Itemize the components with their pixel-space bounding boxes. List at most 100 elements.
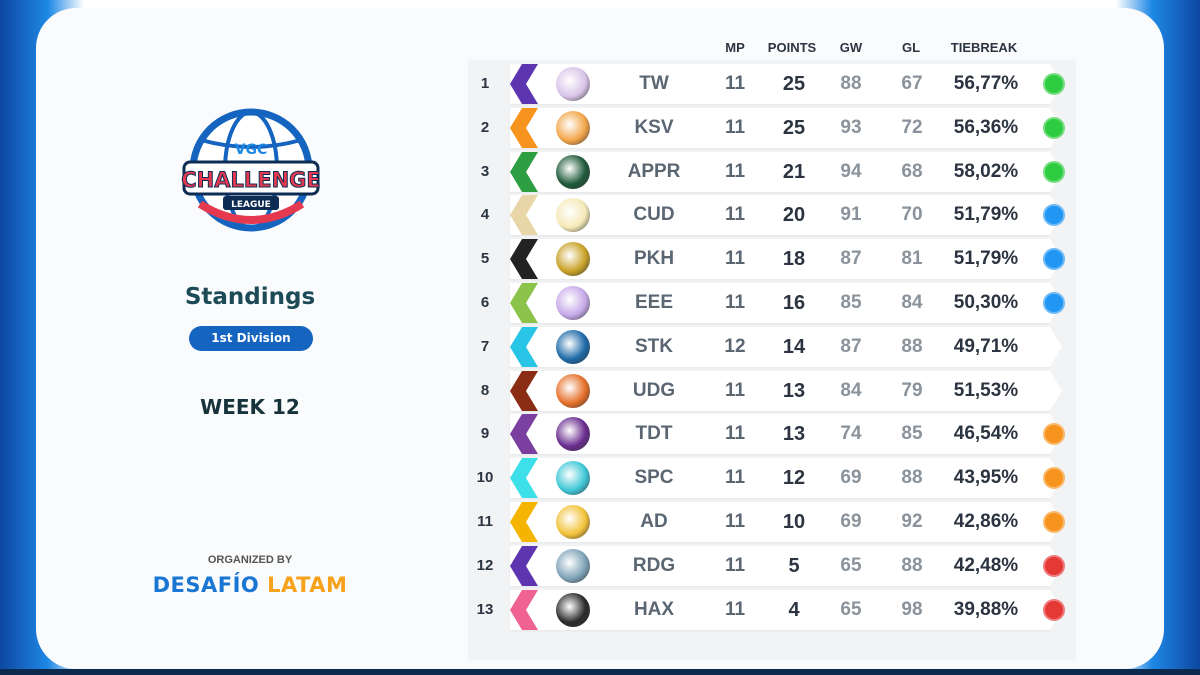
standings-row: 6 EEE 11 16 85 84 50,30% <box>468 283 1065 323</box>
team-name: APPR <box>627 160 681 182</box>
games-won: 74 <box>840 423 862 445</box>
status-dot-icon <box>1043 554 1065 577</box>
matches-played: 11 <box>724 554 746 576</box>
games-lost: 88 <box>901 554 923 576</box>
rank-number: 6 <box>480 294 490 311</box>
matches-played: 11 <box>724 467 746 489</box>
rank-number: 13 <box>476 600 494 618</box>
organizer-name-part2: LATAM <box>267 573 348 597</box>
team-logo-icon <box>556 505 590 539</box>
week-label: WEEK 12 <box>200 395 300 419</box>
standings-row: 2 KSV 11 25 93 72 56,36% <box>468 107 1065 148</box>
page-title: Standings <box>184 284 316 310</box>
tiebreak: 51,53% <box>953 379 1019 401</box>
status-dot-icon <box>1043 423 1065 446</box>
team-name: STK <box>635 335 673 357</box>
team-logo-icon <box>556 110 590 145</box>
rank-number: 2 <box>480 118 490 136</box>
tiebreak: 39,88% <box>953 598 1019 620</box>
row-card <box>510 107 1062 148</box>
points: 13 <box>782 379 806 402</box>
rank-number: 4 <box>480 206 490 224</box>
team-name: EEE <box>634 292 674 313</box>
chevron-icon <box>510 151 538 192</box>
games-lost: 68 <box>901 160 923 182</box>
chevron-icon <box>510 502 538 542</box>
standings-row: 3 APPR 11 21 94 68 58,02% <box>468 151 1065 192</box>
chevron-icon <box>510 239 538 280</box>
tiebreak: 51,79% <box>953 204 1019 226</box>
rank-number: 11 <box>477 513 493 530</box>
matches-played: 11 <box>724 160 746 182</box>
tiebreak: 42,86% <box>953 511 1019 532</box>
points: 14 <box>782 335 806 358</box>
row-card <box>510 283 1062 323</box>
status-dot-icon <box>1043 598 1065 621</box>
status-dot-icon <box>1043 204 1065 227</box>
games-won: 88 <box>840 73 862 94</box>
team-logo-icon <box>556 461 590 496</box>
team-name: PKH <box>633 248 675 270</box>
row-card <box>510 502 1062 542</box>
tiebreak: 56,77% <box>953 73 1019 94</box>
tiebreak: 42,48% <box>953 554 1019 576</box>
team-logo-icon <box>556 286 590 320</box>
header-mp: MP <box>725 40 745 55</box>
points: 5 <box>788 554 800 577</box>
matches-played: 11 <box>724 598 746 620</box>
row-card <box>510 370 1062 411</box>
rank-number: 5 <box>480 250 490 268</box>
games-lost: 70 <box>901 204 923 226</box>
svg-text:CHALLENGE: CHALLENGE <box>181 168 321 192</box>
team-logo-icon <box>556 242 590 277</box>
games-lost: 81 <box>901 248 923 270</box>
team-name: AD <box>640 511 668 532</box>
games-lost: 67 <box>901 73 923 94</box>
games-won: 93 <box>840 116 862 138</box>
svg-text:VGC: VGC <box>235 142 268 158</box>
status-dot-icon <box>1043 292 1065 314</box>
team-name: TDT <box>635 423 673 445</box>
status-dot-icon <box>1043 467 1065 490</box>
points: 21 <box>782 160 806 183</box>
row-card <box>510 545 1062 586</box>
rank-number: 7 <box>480 337 490 355</box>
status-dot-icon <box>1043 160 1065 183</box>
chevron-icon <box>510 107 538 148</box>
matches-played: 11 <box>724 73 746 94</box>
matches-played: 11 <box>724 511 746 532</box>
tiebreak: 51,79% <box>953 248 1019 270</box>
chevron-icon <box>510 326 538 367</box>
team-logo-icon <box>556 592 590 627</box>
games-won: 65 <box>840 554 862 576</box>
matches-played: 11 <box>724 292 746 313</box>
games-won: 69 <box>840 467 862 489</box>
games-won: 87 <box>840 248 862 270</box>
team-logo-icon <box>556 198 590 233</box>
standings-row: 5 PKH 11 18 87 81 51,79% <box>468 239 1065 280</box>
tiebreak: 50,30% <box>953 292 1019 313</box>
games-won: 87 <box>840 335 862 357</box>
points: 10 <box>782 511 806 533</box>
header-gl: GL <box>901 40 921 55</box>
status-dot-icon <box>1043 73 1065 95</box>
chevron-icon <box>510 370 538 411</box>
team-name: KSV <box>634 116 674 138</box>
games-lost: 79 <box>901 379 923 401</box>
chevron-icon <box>510 283 538 323</box>
row-card <box>510 458 1062 499</box>
team-name: TW <box>639 73 669 94</box>
games-lost: 88 <box>901 335 923 357</box>
status-dot-icon <box>1043 248 1065 271</box>
bottom-bar <box>0 669 1200 675</box>
points: 20 <box>782 204 806 227</box>
chevron-icon <box>510 458 538 499</box>
games-lost: 92 <box>901 511 923 532</box>
matches-played: 11 <box>724 379 746 401</box>
team-name: SPC <box>634 467 674 489</box>
chevron-icon <box>510 589 538 630</box>
games-lost: 98 <box>901 598 923 620</box>
team-logo-icon <box>556 373 590 408</box>
points: 18 <box>782 248 806 271</box>
games-won: 91 <box>840 204 862 226</box>
